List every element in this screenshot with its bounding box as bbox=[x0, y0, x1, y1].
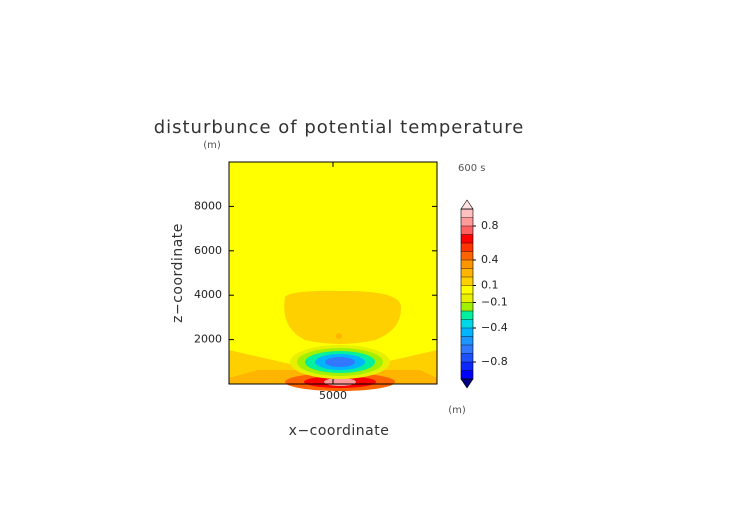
x-tick-label: 5000 bbox=[319, 389, 347, 402]
y-unit: (m) bbox=[203, 140, 221, 151]
colorbar-band bbox=[461, 209, 473, 218]
contour-region bbox=[325, 357, 355, 367]
contour-region bbox=[324, 378, 356, 386]
x-axis-label: x−coordinate bbox=[289, 423, 390, 439]
colorbar-tick-label: −0.1 bbox=[481, 296, 508, 309]
colorbar-band bbox=[461, 328, 473, 337]
colorbar-band bbox=[461, 345, 473, 354]
colorbar-band bbox=[461, 302, 473, 311]
colorbar-band bbox=[461, 294, 473, 303]
colorbar-band bbox=[461, 370, 473, 379]
colorbar-band bbox=[461, 243, 473, 252]
colorbar-over bbox=[460, 199, 474, 210]
y-axis-label: z−coordinate bbox=[170, 223, 186, 323]
colorbar-band bbox=[461, 260, 473, 269]
colorbar-under bbox=[460, 378, 474, 389]
x-unit: (m) bbox=[448, 405, 466, 416]
colorbar-band bbox=[461, 336, 473, 345]
y-tick-label: 4000 bbox=[194, 288, 222, 301]
colorbar-band bbox=[461, 362, 473, 371]
colorbar-tick-label: 0.8 bbox=[481, 219, 499, 232]
y-tick-label: 2000 bbox=[194, 333, 222, 346]
colorbar-band bbox=[461, 217, 473, 226]
colorbar-tick-label: −0.8 bbox=[481, 355, 508, 368]
y-tick-label: 8000 bbox=[194, 199, 222, 212]
colorbar-tick-label: 0.4 bbox=[481, 253, 499, 266]
contour-region bbox=[336, 333, 342, 339]
colorbar-tick-label: −0.4 bbox=[481, 321, 508, 334]
colorbar-band bbox=[461, 251, 473, 260]
colorbar-band bbox=[461, 268, 473, 277]
chart-title: disturbunce of potential temperature bbox=[154, 117, 525, 138]
colorbar-band bbox=[461, 277, 473, 286]
colorbar-band bbox=[461, 234, 473, 243]
colorbar-band bbox=[461, 319, 473, 328]
colorbar-band bbox=[461, 285, 473, 294]
colorbar-band bbox=[461, 311, 473, 320]
contour-region bbox=[284, 290, 402, 344]
colorbar-band bbox=[461, 353, 473, 362]
colorbar-frame bbox=[460, 208, 474, 380]
y-tick-label: 6000 bbox=[194, 244, 222, 257]
colorbar-band bbox=[461, 226, 473, 235]
time-annotation: 600 s bbox=[458, 163, 485, 174]
colorbar-tick-label: 0.1 bbox=[481, 279, 499, 292]
